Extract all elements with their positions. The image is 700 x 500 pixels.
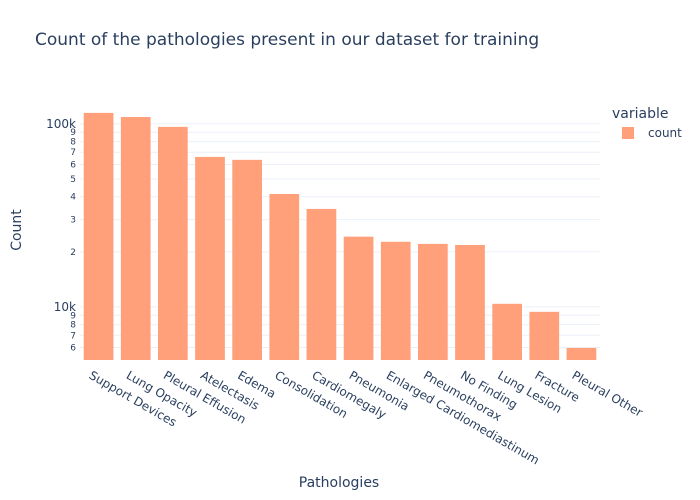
- y-tick-label: 9: [70, 128, 76, 138]
- chart-title: Count of the pathologies present in our …: [35, 30, 539, 50]
- legend-label[interactable]: count: [648, 126, 682, 140]
- y-tick-label: 100k: [46, 117, 76, 131]
- bar: [120, 117, 151, 360]
- legend-title: variable: [612, 106, 668, 122]
- y-tick-label: 4: [70, 193, 76, 203]
- bar: [529, 311, 560, 360]
- y-tick-label: 9: [70, 311, 76, 321]
- bar: [455, 244, 485, 360]
- y-tick-label: 6: [70, 160, 76, 170]
- y-tick-label: 8: [70, 138, 76, 148]
- y-tick-label: 8: [70, 321, 76, 331]
- y-tick-label: 7: [70, 148, 76, 158]
- bar: [269, 193, 300, 360]
- y-tick-label: 3: [70, 216, 76, 226]
- x-axis-title: Pathologies: [299, 475, 379, 491]
- y-tick-label: 6: [70, 344, 76, 354]
- bar: [343, 236, 374, 360]
- y-tick-label: 10k: [54, 300, 76, 314]
- bar: [492, 303, 522, 360]
- y-tick-label: 5: [70, 175, 76, 185]
- y-tick-label: 7: [70, 331, 76, 341]
- bar: [195, 156, 225, 360]
- y-axis-title: Count: [9, 209, 25, 251]
- legend-swatch[interactable]: [622, 127, 634, 139]
- bar: [83, 112, 114, 360]
- y-tick-label: 2: [70, 248, 76, 258]
- bar: [418, 243, 448, 360]
- bar: [158, 126, 188, 360]
- bar: [232, 159, 262, 360]
- bar: [306, 208, 337, 360]
- bar: [380, 241, 411, 360]
- bar: [566, 347, 597, 360]
